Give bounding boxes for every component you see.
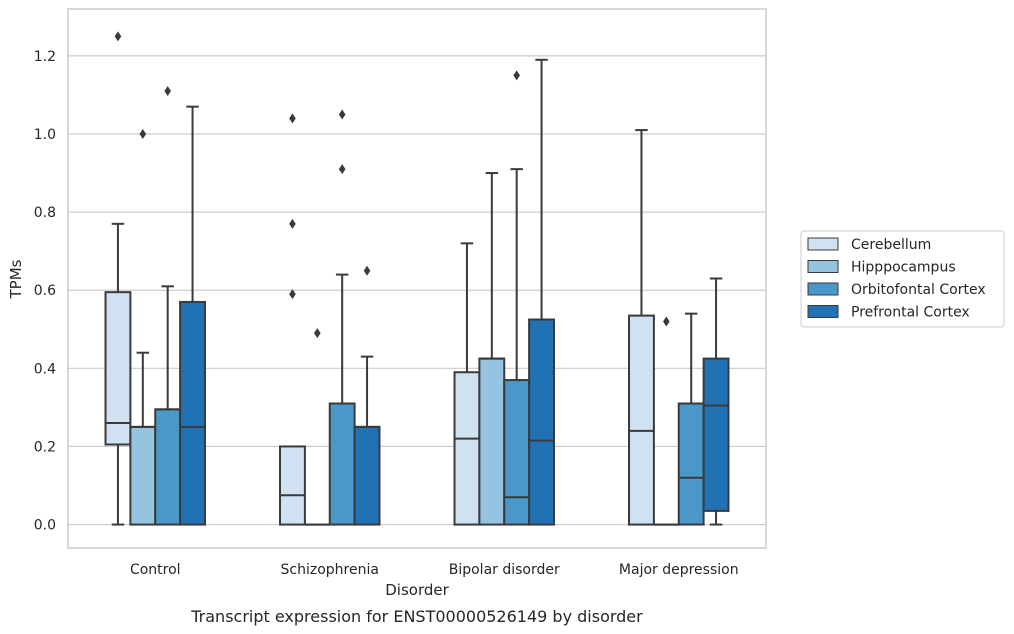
x-tick-label: Schizophrenia — [281, 562, 379, 578]
outlier-point — [164, 86, 171, 97]
box-orbitofontal-cortex — [328, 109, 356, 526]
outlier-point — [338, 109, 346, 120]
y-tick-label: 0.8 — [34, 205, 56, 221]
box-hipppocampus — [652, 316, 680, 526]
box-orbitofontal-cortex — [154, 86, 182, 526]
y-tick-label: 1.2 — [34, 49, 56, 65]
legend-label: Orbitofontal Cortex — [851, 282, 986, 298]
box-body — [478, 357, 506, 526]
legend-label: Prefrontal Cortex — [851, 305, 970, 321]
box-body — [453, 371, 481, 526]
plot-frame — [67, 8, 767, 549]
outlier-point — [338, 164, 346, 175]
y-tick-label: 1.0 — [34, 127, 56, 143]
box-body — [104, 291, 132, 446]
x-tick-label: Control — [130, 562, 181, 578]
outlier-point — [289, 289, 296, 300]
box-prefrontal-cortex — [179, 105, 206, 526]
box-body — [129, 425, 157, 526]
box-orbitofontal-cortex — [503, 70, 531, 526]
box-body — [353, 425, 381, 526]
box-cerebellum — [104, 31, 132, 526]
y-axis-ticks: 0.0 0.2 0.4 0.6 0.8 1.0 1.2 — [34, 49, 56, 534]
box-body — [179, 300, 206, 526]
x-axis-ticks: Control Schizophrenia Bipolar disorder Majo… — [130, 562, 739, 578]
box-orbitofontal-cortex — [677, 312, 705, 526]
box-body — [702, 357, 730, 512]
y-tick-label: 0.4 — [34, 361, 56, 377]
box-cerebellum — [279, 113, 306, 526]
y-tick-label: 0.2 — [34, 439, 56, 455]
legend-swatch — [807, 305, 839, 318]
box-body — [328, 402, 356, 526]
plot-area — [104, 31, 730, 526]
outlier-point — [314, 328, 321, 339]
box-body — [528, 318, 555, 526]
box-hipppocampus — [129, 128, 157, 526]
legend-swatch — [807, 260, 839, 273]
y-tick-label: 0.6 — [34, 283, 56, 299]
x-axis-label: Disorder — [385, 581, 449, 599]
outlier-point — [139, 128, 147, 139]
box-body — [677, 402, 705, 526]
legend-swatch — [807, 282, 839, 296]
legend-label: Hipppocampus — [851, 260, 956, 276]
x-tick-label: Major depression — [619, 562, 739, 578]
legend-swatch — [807, 237, 839, 251]
legend: Cerebellum Hipppocampus Orbitofontal Corte… — [800, 230, 1005, 328]
outlier-point — [513, 70, 520, 81]
outlier-point — [663, 316, 670, 327]
box-prefrontal-cortex — [353, 265, 381, 526]
y-tick-label: 0.0 — [34, 518, 56, 534]
y-axis-label: TPMs — [7, 259, 25, 299]
outlier-point — [363, 265, 371, 276]
box-hipppocampus — [303, 328, 331, 526]
box-body — [154, 408, 182, 526]
box-hipppocampus — [478, 172, 506, 526]
outlier-point — [289, 113, 296, 124]
x-tick-label: Bipolar disorder — [449, 562, 560, 578]
box-prefrontal-cortex — [528, 58, 555, 526]
chart-caption: Transcript expression for ENST0000052614… — [190, 607, 643, 626]
box-cerebellum — [628, 129, 655, 526]
legend-label: Cerebellum — [851, 237, 931, 253]
outlier-point — [289, 218, 296, 229]
outlier-point — [114, 31, 122, 42]
box-body — [628, 314, 655, 526]
box-prefrontal-cortex — [702, 277, 730, 526]
box-body — [279, 445, 306, 526]
box-body — [503, 379, 531, 526]
box-cerebellum — [453, 242, 481, 526]
legend-frame — [800, 230, 1005, 328]
